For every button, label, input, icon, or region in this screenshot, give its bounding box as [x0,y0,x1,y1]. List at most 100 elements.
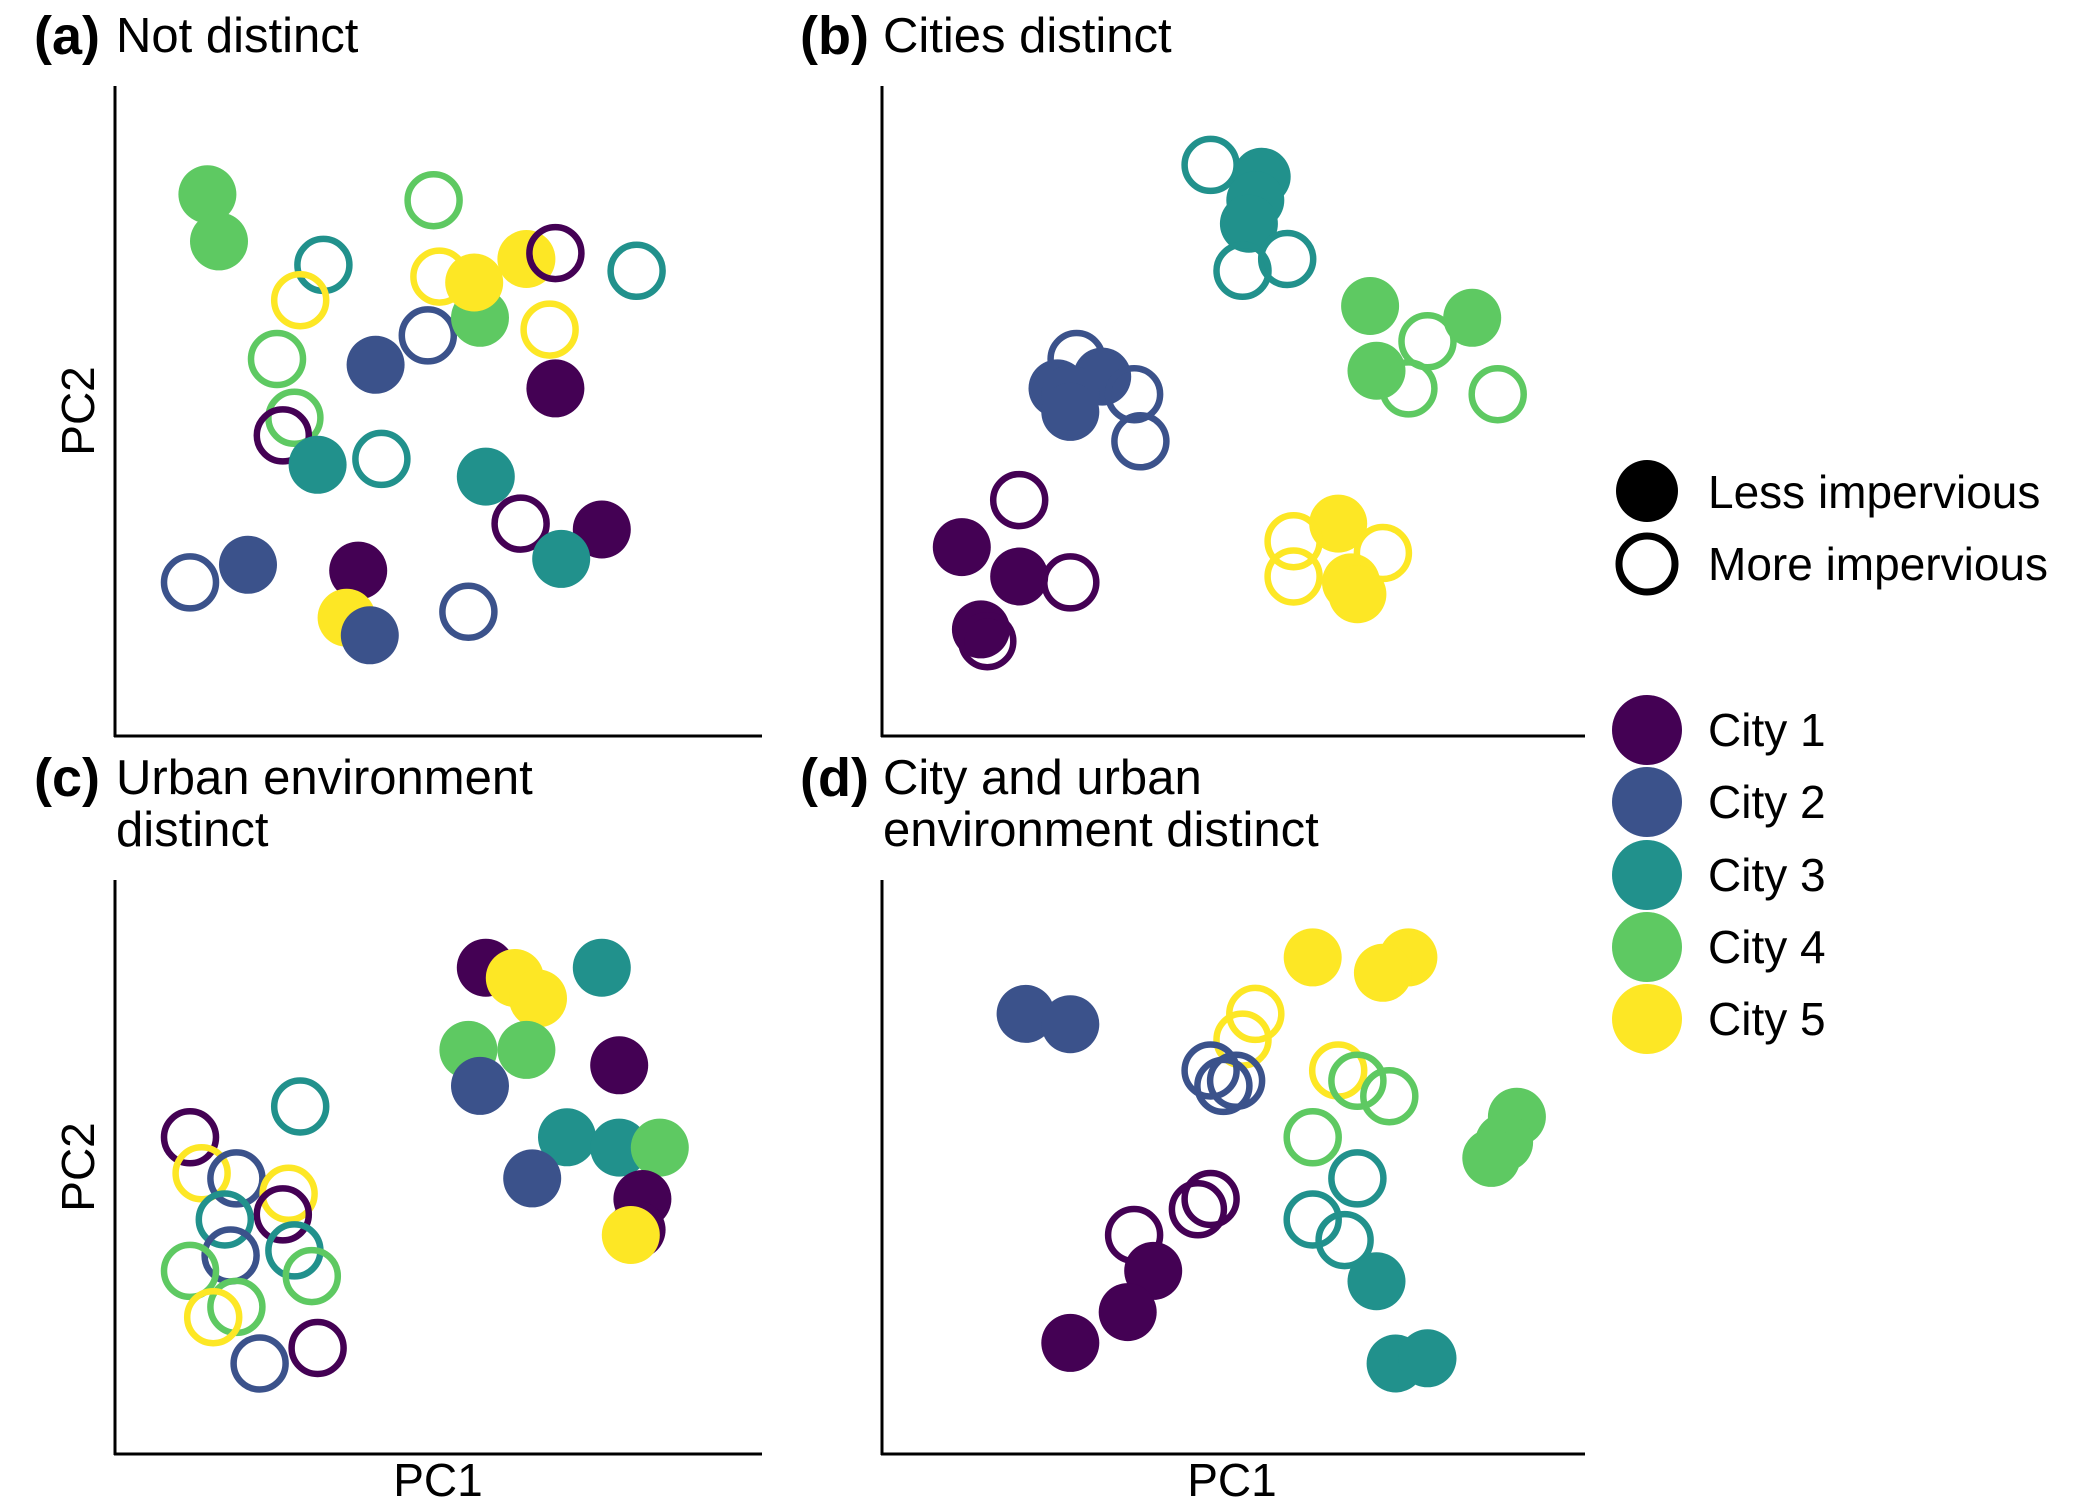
panel-b-point-6 [1213,241,1272,301]
legend-city-3-marker [1612,840,1682,910]
panel-a-point-27 [329,541,388,600]
panel-c: (c) Urban environment distinct PC2 PC1 [34,748,762,1500]
panel-b-point-5 [1257,229,1317,289]
panel-a-point-17 [526,223,585,283]
panel-a-point-8 [288,435,347,494]
legend-impervious: Less impervious More impervious [1615,460,2048,596]
panel-c-point-6 [497,1020,556,1079]
legend-city-2-label: City 2 [1708,776,1826,828]
panel-d: (d) City and urban environment distinct … [800,748,1585,1500]
panel-c-point-3 [509,969,567,1028]
panel-b-point-12 [1468,364,1527,424]
panel-c-point-19 [207,1149,266,1208]
panel-d-point-20 [1315,1210,1374,1270]
panel-c-point-4 [572,938,631,997]
panel-c-point-17 [160,1108,220,1167]
panel-c-point-8 [451,1056,509,1115]
panel-d-point-18 [1328,1149,1387,1208]
legend-city-5-label: City 5 [1708,993,1826,1045]
panel-c-points [160,938,689,1393]
panel-a-point-9 [346,335,405,394]
panel-d-point-24 [1181,1169,1240,1229]
panel-b-point-4 [1219,194,1278,253]
legend-more-impervious-marker [1615,532,1679,596]
panel-a-point-21 [456,447,515,506]
panel-a-point-29 [340,606,399,665]
panel-d-point-9 [1181,1041,1240,1100]
legend-city-1-marker [1612,695,1682,765]
panel-a-point-4 [270,270,330,330]
panel-c-point-9 [538,1108,596,1167]
legend-less-impervious-marker [1616,460,1678,522]
panel-b-point-18 [1041,382,1100,441]
panel-b-title-line-1: Cities distinct [883,9,1172,63]
legend-more-impervious-label: More impervious [1708,538,2048,590]
panel-c-point-15 [601,1206,660,1264]
panel-d-point-28 [1098,1283,1157,1342]
panel-d-points [996,928,1546,1393]
panel-c-point-7 [590,1036,649,1095]
panel-c-point-18 [172,1144,231,1203]
panel-a: (a) Not distinct PC2 [34,6,762,738]
panel-b-point-29 [1264,547,1323,606]
panel-c-point-26 [282,1246,342,1306]
legend-city-2-marker [1612,767,1682,837]
panel-b-point-21 [932,518,991,577]
panel-d-point-13 [1360,1066,1419,1126]
panel-b-point-23 [1041,553,1100,612]
panel-c-point-12 [503,1149,562,1208]
panel-d-point-21 [1347,1252,1406,1311]
legend-less-impervious-label: Less impervious [1708,466,2040,518]
panel-c-point-29 [288,1318,347,1378]
panel-c-title-line-1: Urban environment [116,751,533,805]
panel-c-point-22 [195,1190,255,1249]
panel-d-tag: (d) [800,748,869,808]
panel-d-point-29 [1041,1313,1100,1372]
panel-c-point-11 [630,1118,689,1177]
panel-b-point-31 [1328,565,1387,624]
panel-b-point-10 [1347,341,1406,400]
panel-a-point-19 [607,241,666,301]
legend-city-5-marker [1612,984,1682,1054]
panel-d-point-3 [1353,943,1412,1002]
panel-d-point-5 [1041,995,1100,1054]
panel-d-point-19 [1283,1190,1342,1249]
panel-b-point-11 [1379,359,1438,418]
panel-b-tag: (b) [800,6,869,66]
panel-a-point-5 [247,329,307,389]
panel-a-point-2 [190,212,248,271]
panel-d-point-17 [1462,1128,1521,1187]
panel-b-point-8 [1443,288,1502,347]
panel-a-point-25 [219,535,277,594]
panel-a-point-1 [178,165,237,224]
panel-b-point-7 [1341,277,1400,335]
panel-d-point-1 [1283,928,1342,987]
panel-c-point-25 [160,1241,220,1301]
panel-a-tag: (a) [34,6,100,66]
panel-a-y-label: PC2 [52,366,104,455]
panel-b-point-17 [1104,364,1164,424]
panel-c-title-line-2: distinct [116,803,269,857]
panel-a-title-line-1: Not distinct [116,9,359,63]
panel-a-point-22 [491,494,550,553]
panel-b-point-1 [1181,135,1240,195]
panel-b-point-26 [1309,494,1368,553]
panel-c-y-label: PC2 [52,1122,104,1211]
legend-city-4-label: City 4 [1708,921,1826,973]
panel-b-point-28 [1353,523,1413,583]
panel-d-point-23 [1398,1329,1457,1388]
panel-a-point-6 [265,388,324,448]
legend-city-4-marker [1612,912,1682,982]
panel-a-point-30 [439,582,498,642]
panel-c-point-21 [253,1185,313,1244]
panel-a-point-24 [532,529,591,588]
panel-d-point-4 [996,984,1055,1043]
panel-c-x-label: PC1 [393,1454,482,1500]
panel-b-point-19 [1111,412,1170,471]
panel-d-point-25 [1168,1180,1228,1239]
panel-c-point-10 [590,1118,649,1177]
panel-a-point-10 [352,429,411,489]
panel-a-point-15 [445,253,504,312]
panel-c-tag: (c) [34,748,100,808]
